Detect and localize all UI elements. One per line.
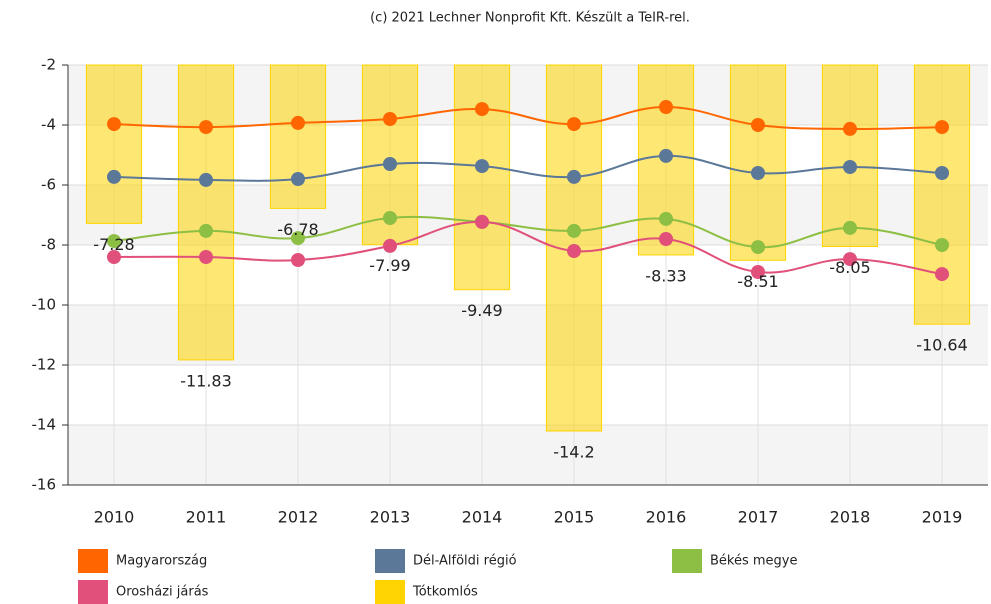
y-tick-label: -6 [41,176,56,194]
point [107,117,121,132]
point [383,211,397,225]
line [113,154,943,182]
line [113,215,943,249]
chart-title: (c) 2021 Lechner Nonprofit Kft. Készült … [370,11,690,26]
point [567,244,581,258]
point [843,160,857,174]
point [567,117,581,132]
data-label: -10.64 [916,336,968,355]
x-tick-label: 2013 [370,508,411,527]
legend-label: Magyarország [116,554,207,569]
line [113,220,943,276]
x-tick-label: 2014 [462,508,503,527]
bar [913,64,971,325]
point [199,223,213,238]
point [107,234,121,249]
data-label: -14.2 [553,443,594,462]
y-tick-label: -16 [32,476,57,494]
point [751,240,765,255]
point [567,169,581,184]
point [383,157,397,171]
point [659,211,673,226]
point [291,253,305,267]
legend-swatch [375,549,405,573]
legend-swatch [78,549,108,573]
point [383,112,397,126]
legend-label: Tótkomlós [412,585,478,600]
x-tick-label: 2010 [94,508,135,527]
x-tick-label: 2019 [922,508,963,527]
x-tick-label: 2018 [830,508,871,527]
x-tick-label: 2016 [646,508,687,527]
data-label: -8.33 [645,266,686,285]
legend-label: Dél-Alföldi régió [413,554,517,569]
legend-swatch [672,549,702,573]
x-tick-label: 2017 [738,508,779,527]
data-label: -8.51 [737,272,778,291]
y-tick-label: -4 [41,116,56,134]
point [659,100,673,114]
point [659,232,673,246]
point [843,220,857,235]
line [113,105,943,130]
point [383,238,397,253]
data-label: -8.05 [829,258,870,277]
y-tick-label: -14 [32,416,57,434]
legend-label: Orosházi járás [116,585,209,600]
data-label: -7.28 [93,235,134,254]
point [199,120,213,135]
data-label: -7.99 [369,256,410,275]
point [291,231,305,246]
point [751,118,765,132]
point [751,166,765,180]
data-label: -6.78 [277,220,318,239]
point [199,172,213,187]
point [475,102,489,117]
point [659,148,673,163]
bar [821,64,879,247]
x-tick-label: 2011 [186,508,227,527]
point [935,166,949,180]
data-label: -11.83 [180,371,232,390]
point [475,159,489,174]
point [107,250,121,264]
point [291,172,305,186]
data-label: -9.49 [461,301,502,320]
y-tick-label: -12 [32,356,57,374]
x-tick-label: 2015 [554,508,595,527]
y-tick-label: -2 [41,56,56,74]
grid-band [68,425,988,485]
point [567,223,581,238]
point [751,265,765,279]
point [935,238,949,252]
bar [269,64,327,209]
point [107,169,121,184]
point [935,120,949,135]
point [475,214,489,229]
y-tick-label: -10 [32,296,57,314]
legend-swatch [375,580,405,604]
point [843,121,857,136]
point [935,267,949,282]
bar [729,64,787,261]
legend-label: Békés megye [710,554,798,569]
point [199,250,213,264]
bar [453,64,511,291]
y-tick-label: -8 [41,236,56,254]
x-tick-label: 2012 [278,508,319,527]
bar [177,64,235,361]
bar [85,64,143,224]
point [291,115,305,130]
point [843,252,857,267]
legend-swatch [78,580,108,604]
